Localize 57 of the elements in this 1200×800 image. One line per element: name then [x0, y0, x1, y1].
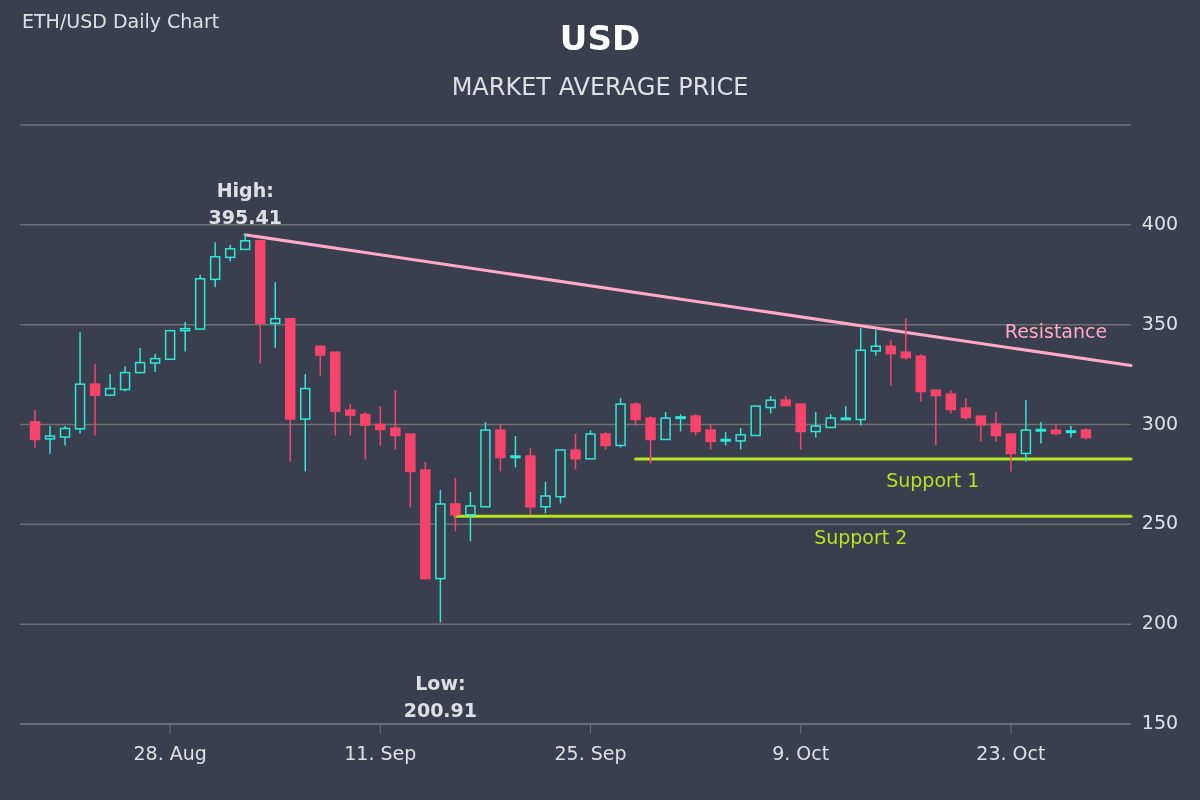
- candlestick: [660, 411, 671, 441]
- series-label: Support 2: [814, 526, 908, 549]
- candlestick: [735, 427, 746, 451]
- candlestick: [1020, 399, 1032, 463]
- candlestick: [44, 425, 56, 455]
- candlestick: [990, 411, 1002, 443]
- candlestick: [630, 401, 641, 427]
- candlestick: [269, 281, 281, 349]
- candlestick: [900, 317, 912, 361]
- candlestick: [690, 413, 701, 437]
- candlestick: [465, 491, 476, 543]
- chart-subtitle: MARKET AVERAGE PRICE: [451, 73, 749, 101]
- candlestick: [960, 397, 972, 421]
- candlestick: [885, 339, 897, 387]
- chart-title: USD: [559, 18, 641, 58]
- series-label: Resistance: [1004, 319, 1108, 342]
- candlestick: [540, 481, 551, 515]
- text: ETH/USD Daily Chart: [22, 10, 220, 32]
- candlestick: [209, 241, 221, 289]
- candlestick: [134, 347, 146, 375]
- candlestick: [510, 435, 521, 469]
- candlestick: [315, 345, 326, 377]
- candlestick: [390, 389, 401, 451]
- x-tick-label: 11. Sep: [344, 742, 417, 764]
- y-tick-label: 300: [1141, 411, 1179, 434]
- candlestick: [870, 329, 882, 357]
- candlestick: [89, 363, 101, 437]
- candlestick: [375, 405, 386, 447]
- candlestick: [1035, 421, 1047, 445]
- y-tick-label: 150: [1141, 711, 1179, 733]
- candlestick: [1065, 425, 1077, 439]
- x-tick-label: 23. Oct: [976, 742, 1046, 764]
- candlestick: [450, 477, 461, 533]
- y-tick-label: 250: [1141, 511, 1179, 534]
- candlestick: [975, 415, 987, 443]
- x-tick-label: 9. Oct: [772, 742, 830, 764]
- candlestick: [1005, 433, 1017, 473]
- y-tick-label: 350: [1141, 311, 1179, 334]
- series-label: Support 1: [886, 469, 980, 492]
- candlestick: [645, 415, 656, 465]
- candlestick: [945, 389, 957, 415]
- annotation: Low: 200.91: [403, 672, 478, 722]
- candlestick: [930, 389, 942, 447]
- candlestick: [104, 373, 116, 396]
- y-tick-label: 200: [1141, 611, 1179, 634]
- candlestick: [360, 411, 371, 461]
- candlestick: [29, 409, 41, 449]
- candlestick: [59, 425, 71, 447]
- y-tick-label: 400: [1141, 211, 1179, 234]
- candlestick: [345, 403, 356, 437]
- candlestick: [810, 411, 821, 439]
- candlestick: [119, 365, 131, 392]
- annotation: High: 395.41: [208, 179, 282, 228]
- candlestick: [570, 433, 581, 471]
- candlestick: [705, 423, 716, 451]
- x-tick-label: 28. Aug: [133, 742, 207, 764]
- x-tick-label: 25. Sep: [554, 742, 627, 764]
